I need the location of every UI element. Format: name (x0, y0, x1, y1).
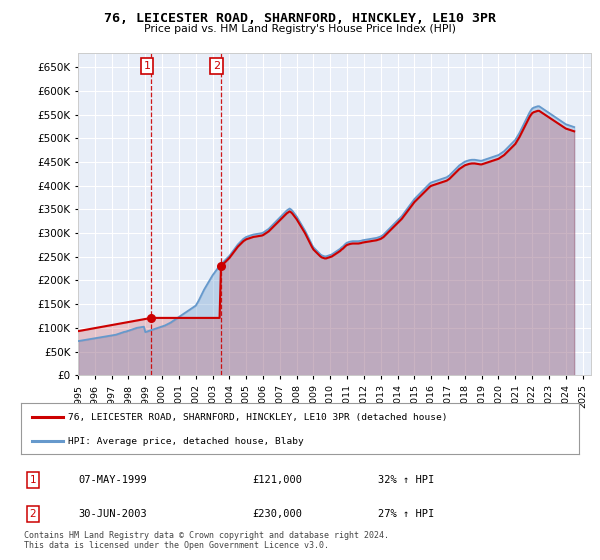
Text: HPI: Average price, detached house, Blaby: HPI: Average price, detached house, Blab… (68, 436, 304, 446)
Text: 2: 2 (29, 509, 37, 519)
Text: 07-MAY-1999: 07-MAY-1999 (78, 475, 147, 485)
Text: £230,000: £230,000 (252, 509, 302, 519)
Text: 27% ↑ HPI: 27% ↑ HPI (378, 509, 434, 519)
Text: Price paid vs. HM Land Registry's House Price Index (HPI): Price paid vs. HM Land Registry's House … (144, 24, 456, 34)
Text: 76, LEICESTER ROAD, SHARNFORD, HINCKLEY, LE10 3PR (detached house): 76, LEICESTER ROAD, SHARNFORD, HINCKLEY,… (68, 413, 448, 422)
Text: 2: 2 (213, 61, 220, 71)
Text: 30-JUN-2003: 30-JUN-2003 (78, 509, 147, 519)
Text: 1: 1 (143, 61, 151, 71)
Text: £121,000: £121,000 (252, 475, 302, 485)
Text: 1: 1 (29, 475, 37, 485)
Text: 76, LEICESTER ROAD, SHARNFORD, HINCKLEY, LE10 3PR: 76, LEICESTER ROAD, SHARNFORD, HINCKLEY,… (104, 12, 496, 25)
Text: 32% ↑ HPI: 32% ↑ HPI (378, 475, 434, 485)
Text: Contains HM Land Registry data © Crown copyright and database right 2024.
This d: Contains HM Land Registry data © Crown c… (24, 530, 389, 550)
